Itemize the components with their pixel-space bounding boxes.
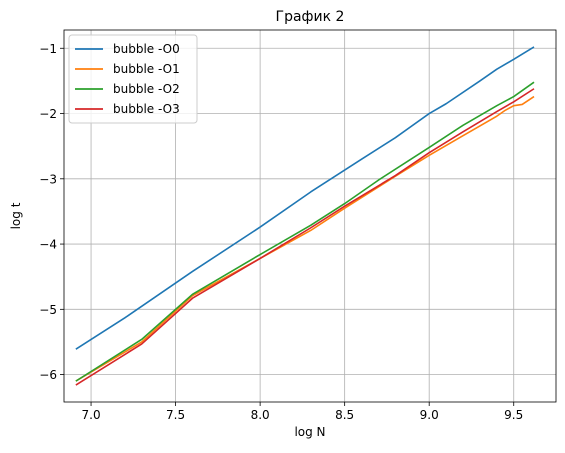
x-axis-label: log N	[294, 425, 325, 439]
series-line-0	[75, 46, 535, 350]
plot-frame	[63, 29, 557, 403]
legend-label: bubble -O3	[113, 102, 180, 116]
y-tick-label: −5	[39, 303, 57, 317]
x-tick-label: 9.0	[420, 408, 439, 422]
series-line-2	[75, 81, 535, 382]
x-tick-label: 7.0	[82, 408, 101, 422]
x-tick-label: 8.5	[335, 408, 354, 422]
legend-box	[68, 34, 198, 124]
y-axis-label: log t	[9, 202, 23, 229]
series-lines	[75, 46, 535, 386]
y-tick-label: −6	[39, 368, 57, 382]
y-tick-label: −2	[39, 107, 57, 121]
axis-ticks: 7.0 7.5 8.0 8.5 9.0 9.5 −6 −5 −4 −3 −2 −1	[39, 42, 523, 422]
legend-label: bubble -O0	[113, 42, 180, 56]
x-tick-label: 8.0	[251, 408, 270, 422]
y-tick-label: −3	[39, 172, 57, 186]
legend: bubble -O0 bubble -O1 bubble -O2 bubble -O3	[68, 34, 198, 124]
legend-label: bubble -O1	[113, 62, 180, 76]
x-tick-label: 7.5	[166, 408, 185, 422]
chart-title: График 2	[276, 9, 345, 25]
series-line-1	[75, 95, 535, 382]
y-tick-label: −4	[39, 238, 57, 252]
y-tick-label: −1	[39, 42, 57, 56]
legend-label: bubble -O2	[113, 82, 180, 96]
x-tick-label: 9.5	[504, 408, 523, 422]
series-line-3	[75, 88, 535, 386]
